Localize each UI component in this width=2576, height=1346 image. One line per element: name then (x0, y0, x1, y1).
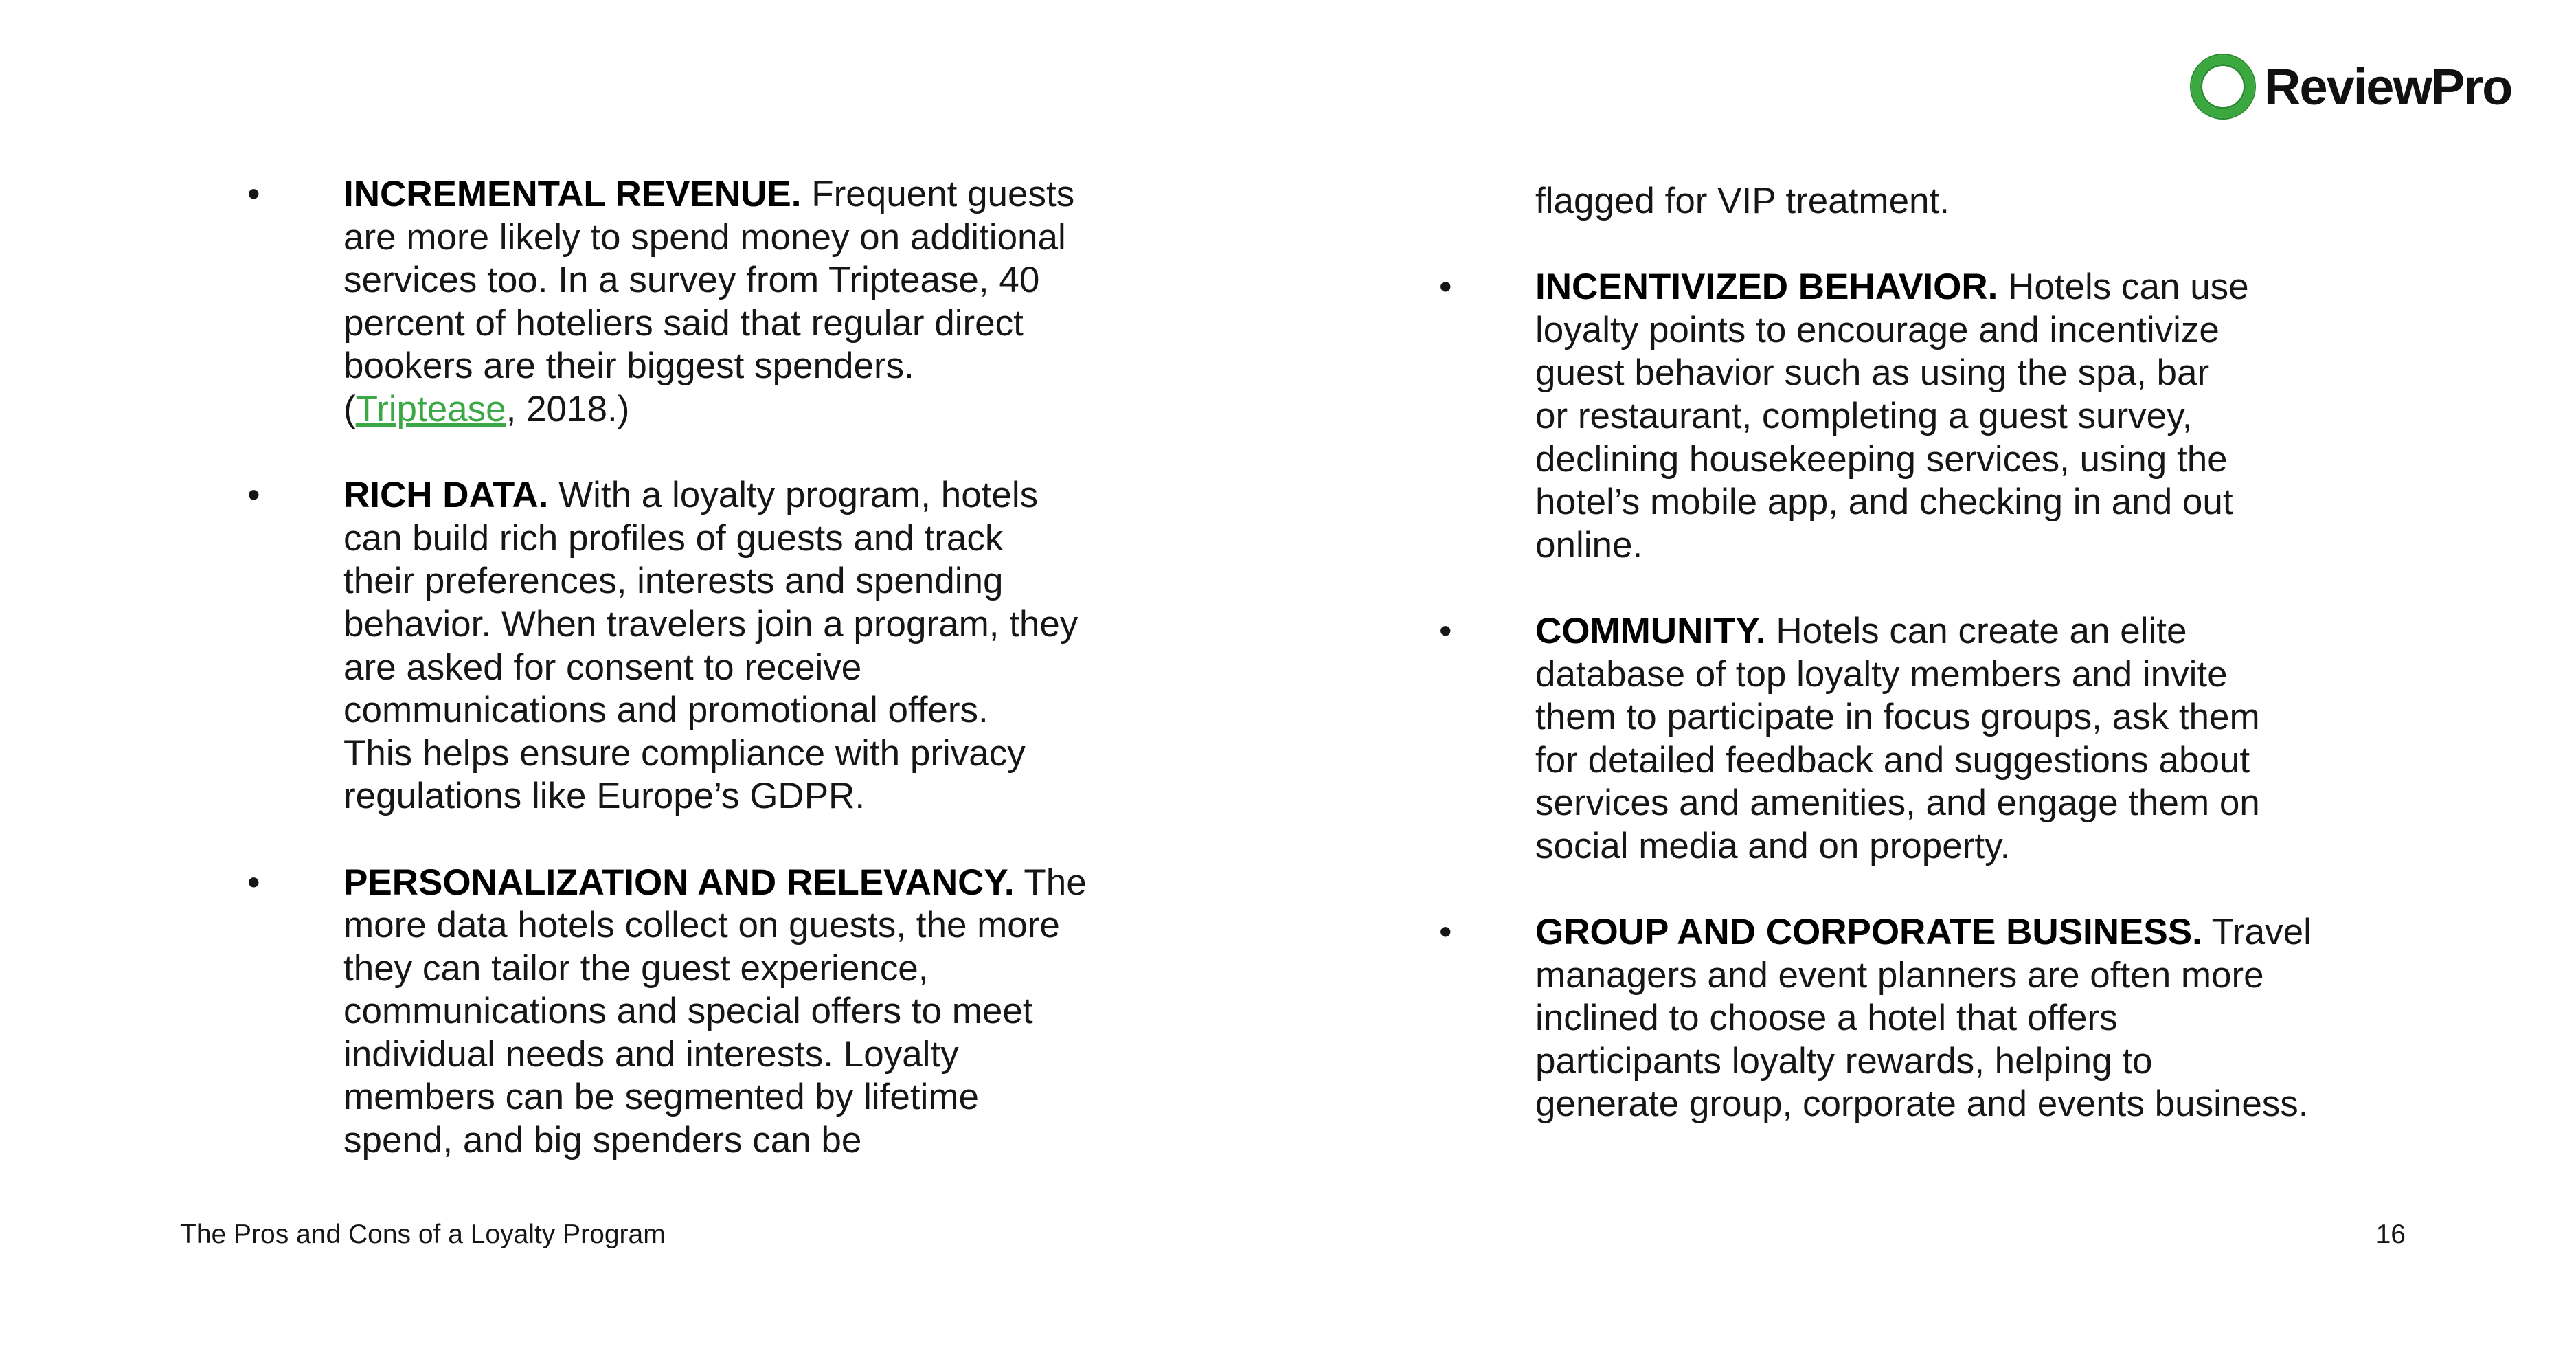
left-column: • INCREMENTAL REVENUE. Frequent guests are… (247, 173, 1087, 1205)
citation-close: , 2018.) (506, 388, 630, 429)
item-heading: RICH DATA. (343, 475, 549, 516)
bullet-item: • RICH DATA. With a loyalty program, hote… (247, 474, 1087, 818)
text-line: services and amenities, and engage them … (1535, 783, 2260, 824)
right-column: flagged for VIP treatment. • INCENTIVIZED … (1439, 180, 2312, 1169)
text-line: guest behavior such as using the spa, ba… (1535, 352, 2210, 394)
bullet-item: • COMMUNITY. Hotels can create an elite da… (1439, 610, 2312, 868)
item-text-start: Hotels can use (1998, 267, 2249, 308)
text-line: inclined to choose a hotel that offers (1535, 998, 2118, 1039)
text-line: are asked for consent to receive (343, 647, 862, 688)
text-line: database of top loyalty members and invi… (1535, 653, 2228, 695)
triptease-link[interactable]: Triptease (355, 388, 506, 429)
item-heading: PERSONALIZATION AND RELEVANCY. (343, 862, 1015, 903)
text-line: INCREMENTAL REVENUE. Frequent guests (343, 173, 1087, 216)
bullet-icon: • (247, 174, 260, 214)
text-line: them to participate in focus groups, ask… (1535, 697, 2260, 738)
citation-open: ( (343, 388, 356, 429)
text-line: hotel’s mobile app, and checking in and … (1535, 482, 2233, 523)
text-line: participants loyalty rewards, helping to (1535, 1040, 2153, 1081)
text-line: behavior. When travelers join a program,… (343, 603, 1078, 644)
text-line: RICH DATA. With a loyalty program, hotel… (343, 474, 1087, 517)
text-line: This helps ensure compliance with privac… (343, 732, 1026, 774)
text-line: they can tailor the guest experience, (343, 947, 929, 989)
bullet-icon: • (1439, 267, 1452, 308)
item-text-start: With a loyalty program, hotels (548, 475, 1039, 516)
item-text: COMMUNITY. Hotels can create an elite dat… (1535, 610, 2312, 868)
item-text-start: Frequent guests (801, 174, 1075, 214)
bullet-item: • INCENTIVIZED BEHAVIOR. Hotels can use lo… (1439, 266, 2312, 567)
item-text-start: Travel (2202, 912, 2312, 953)
logo-text: ReviewPro (2264, 58, 2513, 115)
text-line: percent of hoteliers said that regular d… (343, 302, 1024, 344)
text-line: or restaurant, completing a guest survey… (1535, 395, 2193, 436)
item-text-start: Hotels can create an elite (1765, 610, 2187, 651)
text-line: bookers are their biggest spenders. (343, 346, 914, 387)
text-line: GROUP AND CORPORATE BUSINESS. Travel (1535, 911, 2312, 954)
text-line: social media and on property. (1535, 825, 2011, 866)
reviewpro-logo: ReviewPro (2191, 55, 2513, 118)
text-line: can build rich profiles of guests and tr… (343, 517, 1004, 559)
text-line: services too. In a survey from Triptease… (343, 260, 1040, 301)
text-line: communications and special offers to mee… (343, 991, 1033, 1032)
item-heading: COMMUNITY. (1535, 610, 1766, 651)
text-line: are more likely to spend money on additi… (343, 216, 1066, 258)
text-line: communications and promotional offers. (343, 690, 988, 731)
bullet-item: • GROUP AND CORPORATE BUSINESS. Travel man… (1439, 911, 2312, 1126)
item-text-start: The (1014, 862, 1087, 903)
item-text: GROUP AND CORPORATE BUSINESS. Travel mana… (1535, 911, 2312, 1126)
item-text: PERSONALIZATION AND RELEVANCY. The more d… (343, 862, 1087, 1163)
text-line: loyalty points to encourage and incentiv… (1535, 309, 2219, 350)
text-line: INCENTIVIZED BEHAVIOR. Hotels can use (1535, 266, 2312, 309)
text-line: flagged for VIP treatment. (1535, 181, 1950, 221)
footer-document-title: The Pros and Cons of a Loyalty Program (180, 1220, 666, 1249)
bullet-icon: • (247, 475, 260, 516)
text-line: online. (1535, 524, 1643, 565)
item-text: INCENTIVIZED BEHAVIOR. Hotels can use loy… (1535, 266, 2312, 567)
text-line: individual needs and interests. Loyalty (343, 1033, 959, 1075)
citation-line: (Triptease, 2018.) (343, 388, 1087, 431)
bullet-item: • INCREMENTAL REVENUE. Frequent guests are… (247, 173, 1087, 431)
text-line: managers and event planners are often mo… (1535, 954, 2264, 996)
bullet-item: • PERSONALIZATION AND RELEVANCY. The more … (247, 862, 1087, 1163)
page-number: 16 (2375, 1220, 2406, 1249)
text-line: regulations like Europe’s GDPR. (343, 776, 866, 817)
item-heading: GROUP AND CORPORATE BUSINESS. (1535, 912, 2202, 953)
continued-text: flagged for VIP treatment. (1439, 180, 2312, 223)
text-line: spend, and big spenders can be (343, 1120, 862, 1161)
text-line: members can be segmented by lifetime (343, 1077, 979, 1118)
item-heading: INCREMENTAL REVENUE. (343, 174, 802, 214)
text-line: generate group, corporate and events bus… (1535, 1084, 2309, 1125)
text-line: for detailed feedback and suggestions ab… (1535, 739, 2250, 781)
text-line: more data hotels collect on guests, the … (343, 905, 1060, 946)
text-line: COMMUNITY. Hotels can create an elite (1535, 610, 2312, 653)
item-heading: INCENTIVIZED BEHAVIOR. (1535, 267, 1998, 308)
text-line: PERSONALIZATION AND RELEVANCY. The (343, 862, 1087, 905)
text-line: declining housekeeping services, using t… (1535, 438, 2228, 480)
bullet-icon: • (1439, 912, 1452, 953)
bullet-icon: • (1439, 610, 1452, 651)
item-text: RICH DATA. With a loyalty program, hotel… (343, 474, 1087, 818)
item-text: INCREMENTAL REVENUE. Frequent guests are … (343, 173, 1087, 431)
item-text: flagged for VIP treatment. (1535, 180, 2312, 223)
text-line: their preferences, interests and spendin… (343, 561, 1004, 602)
bullet-icon: • (247, 862, 260, 903)
logo-ring-icon (2191, 55, 2255, 118)
